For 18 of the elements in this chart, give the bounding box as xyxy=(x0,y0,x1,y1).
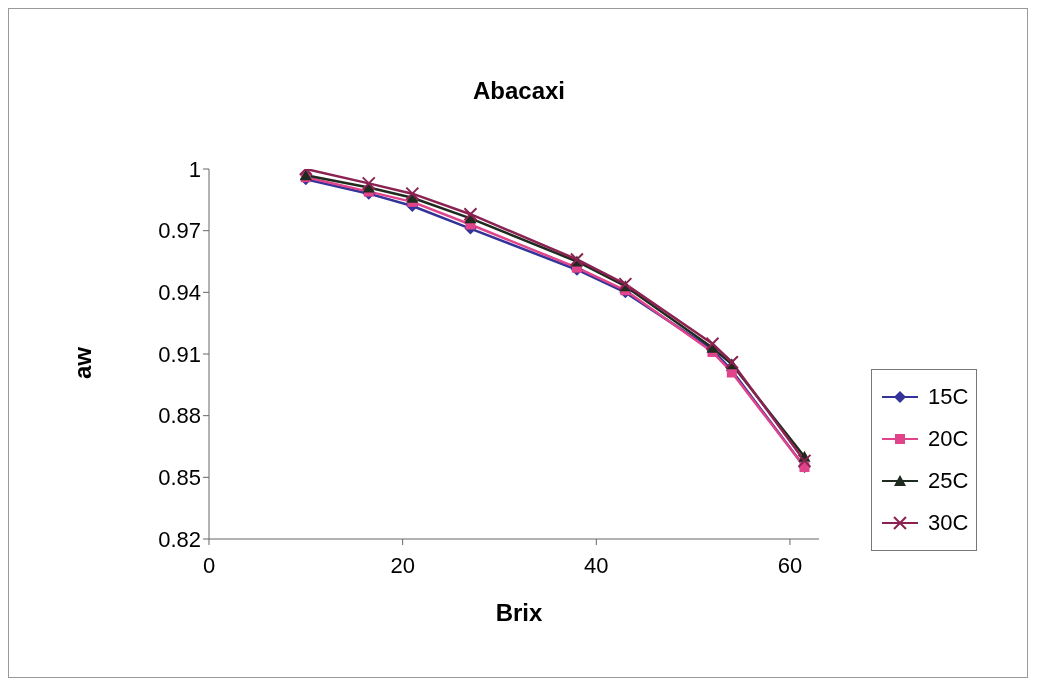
legend-label: 20C xyxy=(928,426,969,452)
x-axis-title: Brix xyxy=(494,599,544,627)
x-tick-label: 0 xyxy=(202,552,216,578)
y-tick-label: 1 xyxy=(188,156,201,182)
x-tick-label: 20 xyxy=(390,552,415,578)
y-tick-label: 0.97 xyxy=(158,218,201,244)
y-tick-label: 0.88 xyxy=(158,403,201,429)
y-axis-title: aw xyxy=(69,346,97,379)
legend-label: 15C xyxy=(928,384,969,410)
legend-label: 30C xyxy=(928,510,969,536)
y-tick-label: 0.91 xyxy=(158,341,201,367)
chart-title: Abacaxi xyxy=(471,77,567,105)
x-tick-label: 60 xyxy=(777,552,803,578)
y-tick-label: 0.82 xyxy=(158,526,201,552)
legend-label: 25C xyxy=(928,468,969,494)
x-tick-label: 40 xyxy=(584,552,609,578)
y-tick-label: 0.85 xyxy=(158,465,201,491)
y-tick-label: 0.94 xyxy=(158,280,201,306)
